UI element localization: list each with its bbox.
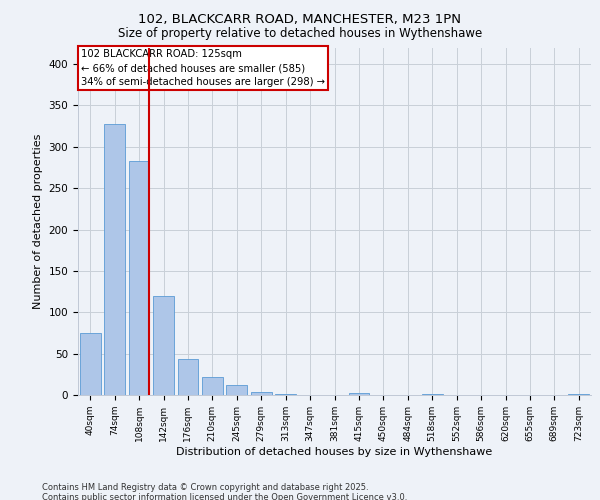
X-axis label: Distribution of detached houses by size in Wythenshawe: Distribution of detached houses by size … [176,446,493,456]
Text: 102, BLACKCARR ROAD, MANCHESTER, M23 1PN: 102, BLACKCARR ROAD, MANCHESTER, M23 1PN [139,12,461,26]
Text: 102 BLACKCARR ROAD: 125sqm
← 66% of detached houses are smaller (585)
34% of sem: 102 BLACKCARR ROAD: 125sqm ← 66% of deta… [80,49,325,87]
Bar [178,360,199,395]
Bar [128,161,149,395]
Bar [202,377,223,395]
Text: Contains public sector information licensed under the Open Government Licence v3: Contains public sector information licen… [42,492,407,500]
Text: Size of property relative to detached houses in Wythenshawe: Size of property relative to detached ho… [118,28,482,40]
Bar [226,385,247,395]
Bar [153,296,174,395]
Y-axis label: Number of detached properties: Number of detached properties [33,134,43,309]
Bar [349,392,370,395]
Bar [568,394,589,395]
Bar [251,392,272,395]
Bar [275,394,296,395]
Bar [104,124,125,395]
Bar [422,394,443,395]
Bar [80,333,101,395]
Text: Contains HM Land Registry data © Crown copyright and database right 2025.: Contains HM Land Registry data © Crown c… [42,484,368,492]
